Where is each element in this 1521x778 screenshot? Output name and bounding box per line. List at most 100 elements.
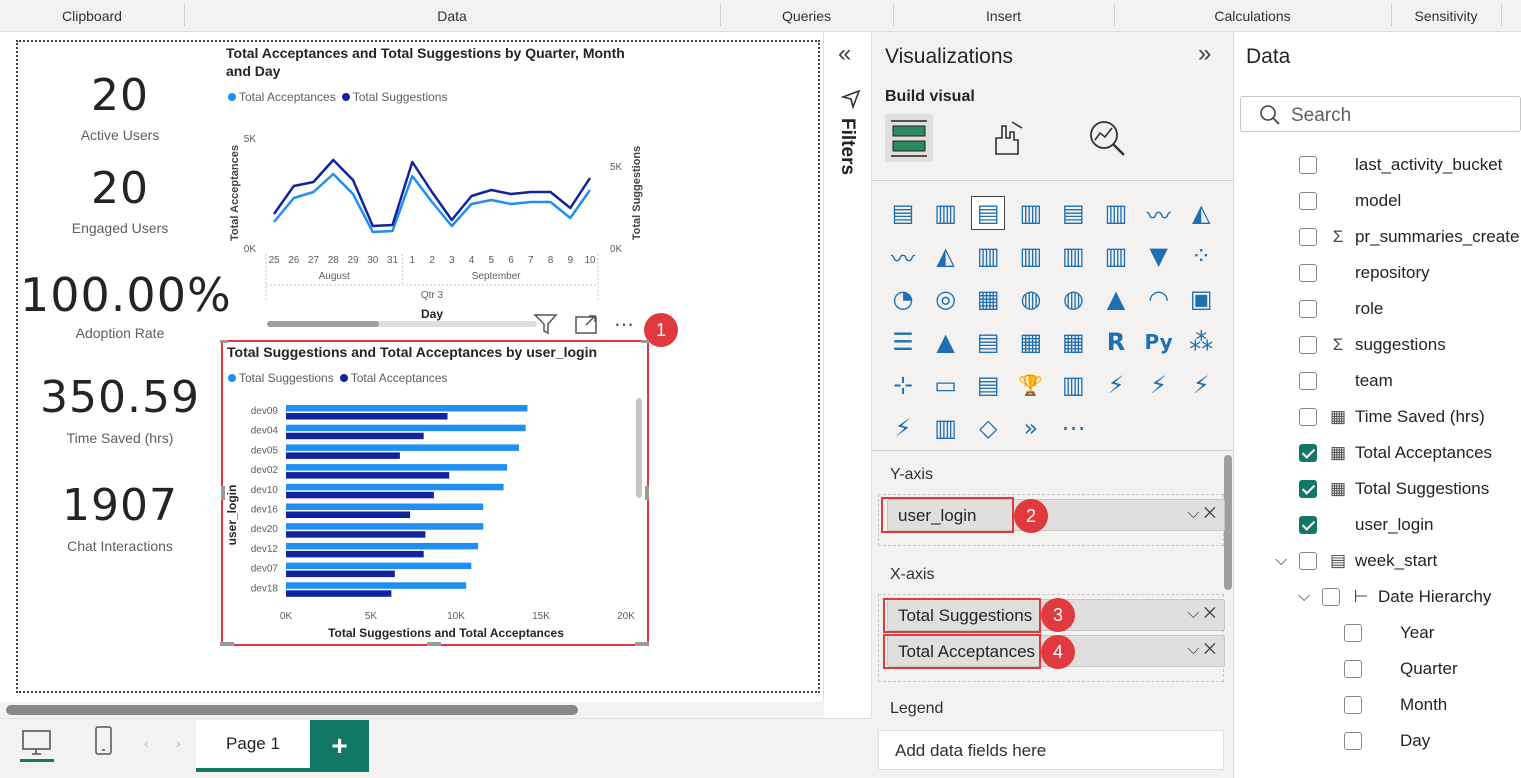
field-row-last-activity-bucket[interactable]: last_activity_bucket <box>1299 150 1502 180</box>
viz-type-key-influencers-icon[interactable]: ⁂ <box>1189 328 1214 356</box>
resize-handle[interactable] <box>641 340 649 343</box>
viz-type-area-icon[interactable]: ◭ <box>1191 199 1211 227</box>
viz-type-line-clustered-icon[interactable]: ▥ <box>1019 242 1043 270</box>
viz-type-narrative-icon[interactable]: ▤ <box>976 371 1000 399</box>
kpi-active-users-value[interactable]: 20 <box>91 70 149 121</box>
viz-type-ribbon-icon[interactable]: ▥ <box>1062 242 1085 270</box>
viz-type-apps2-icon[interactable]: ⚡ <box>894 414 912 442</box>
viz-type-funnel-icon[interactable]: ▼ <box>1149 242 1168 270</box>
line-chart[interactable]: Total Acceptances Total Suggestions 5K 0K 5K… <box>220 110 660 325</box>
viz-type-azure-map-icon[interactable]: ▲ <box>1106 285 1126 313</box>
viz-type-stacked-bar-icon[interactable]: ▤ <box>891 199 915 227</box>
canvas-scroll-thumb[interactable] <box>6 705 578 715</box>
field-controls[interactable]: ⌵ ✕ <box>1187 605 1216 622</box>
viz-type-goals-icon[interactable]: 🏆 <box>1018 373 1044 397</box>
field-row-role[interactable]: role <box>1299 294 1383 324</box>
field-row-repository[interactable]: repository <box>1299 258 1430 288</box>
field-checkbox[interactable] <box>1299 372 1317 390</box>
viz-type-donut-icon[interactable]: ◎ <box>935 285 957 313</box>
mobile-view-icon[interactable] <box>94 726 114 756</box>
legend-well[interactable]: Add data fields here <box>878 730 1224 770</box>
filter-icon[interactable] <box>533 312 559 336</box>
expand-chevron-icon[interactable]: ⌵ <box>1275 552 1288 569</box>
field-checkbox[interactable] <box>1299 444 1317 462</box>
prev-page-icon[interactable]: ‹ <box>144 735 149 751</box>
field-checkbox[interactable] <box>1299 516 1317 534</box>
viz-type-100-area-icon[interactable]: ◭ <box>936 242 955 270</box>
field-controls[interactable]: ⌵ ✕ <box>1187 505 1216 522</box>
expand-chevron-icon[interactable]: ⌵ <box>1298 588 1311 605</box>
field-checkbox[interactable] <box>1344 696 1362 714</box>
viz-type-r-visual-icon[interactable]: R <box>1106 328 1126 356</box>
field-checkbox[interactable] <box>1344 732 1362 750</box>
viz-type-power-apps-icon[interactable]: ⚡ <box>1107 371 1125 399</box>
field-row-month[interactable]: Month <box>1344 690 1447 720</box>
viz-type-powerapps2-icon[interactable]: ◇ <box>978 414 998 442</box>
more-options-icon[interactable]: ⋯ <box>614 314 635 336</box>
field-row-model[interactable]: model <box>1299 186 1401 216</box>
viz-type-line-column-icon[interactable]: ▥ <box>976 242 1000 270</box>
field-row-total-acceptances[interactable]: ▦ Total Acceptances <box>1299 438 1492 468</box>
yaxis-well[interactable]: user_login ⌵ ✕ <box>878 494 1225 546</box>
filters-pane-collapsed[interactable] <box>824 32 872 718</box>
viz-type-pie-icon[interactable]: ◔ <box>892 285 914 313</box>
field-checkbox[interactable] <box>1299 228 1317 246</box>
field-checkbox[interactable] <box>1299 300 1317 318</box>
add-page-button[interactable]: + <box>310 720 369 772</box>
resize-handle[interactable] <box>220 340 228 343</box>
field-checkbox[interactable] <box>1322 588 1340 606</box>
focus-mode-icon[interactable] <box>574 313 600 335</box>
viz-type-map-icon[interactable]: ◍ <box>1020 285 1042 313</box>
field-controls[interactable]: ⌵ ✕ <box>1187 641 1216 658</box>
field-checkbox[interactable] <box>1299 192 1317 210</box>
build-visual-tab[interactable] <box>885 114 933 162</box>
bar-chart[interactable]: user_login dev09 dev04 dev05 dev02 dev10 dev16… <box>224 395 644 645</box>
line-chart-scroll-thumb[interactable] <box>267 321 379 327</box>
kpi-adoption-rate-value[interactable]: 100.00% <box>20 268 232 322</box>
field-row-day[interactable]: Day <box>1344 726 1430 756</box>
viz-type-clustered-column-icon[interactable]: ▥ <box>1019 199 1043 227</box>
search-box[interactable]: Search <box>1240 96 1521 132</box>
tab-page-1[interactable]: Page 1 <box>196 720 310 772</box>
viz-type-kpi-icon[interactable]: ▲ <box>936 328 955 356</box>
field-checkbox[interactable] <box>1299 480 1317 498</box>
field-row-week-start[interactable]: ⌵ ▤ week_start <box>1275 546 1437 576</box>
desktop-view-icon[interactable] <box>20 727 54 763</box>
viz-type-filled-map-icon[interactable]: ◍ <box>1062 285 1084 313</box>
collapse-visualizations-icon[interactable]: » <box>1198 40 1211 67</box>
field-row-user-login[interactable]: user_login <box>1299 510 1433 540</box>
resize-handle[interactable] <box>221 486 225 500</box>
search-input[interactable]: Search <box>1291 105 1352 126</box>
viz-type-multirow-card-icon[interactable]: ☰ <box>892 328 914 356</box>
viz-type-more-icon[interactable]: ⋯ <box>1061 414 1086 442</box>
expand-filters-icon[interactable]: « <box>838 40 851 67</box>
viz-type-python-visual-icon[interactable]: Py <box>1144 330 1173 354</box>
line-chart-scrollbar[interactable] <box>267 321 537 327</box>
analytics-icon[interactable] <box>1087 118 1127 158</box>
viz-type-power-automate2-icon[interactable]: » <box>1023 414 1039 442</box>
field-row-time-saved-hrs-[interactable]: ▦ Time Saved (hrs) <box>1299 402 1485 432</box>
viz-type-slicer-icon[interactable]: ▤ <box>976 328 1000 356</box>
resize-handle[interactable] <box>427 642 441 646</box>
field-checkbox[interactable] <box>1344 660 1362 678</box>
field-checkbox[interactable] <box>1299 156 1317 174</box>
report-canvas[interactable] <box>0 32 824 718</box>
viz-type-qa-icon[interactable]: ▭ <box>934 371 957 399</box>
viz-type-matrix-icon[interactable]: ▦ <box>1062 328 1085 356</box>
viz-type-clustered-bar-icon[interactable]: ▤ <box>971 196 1006 230</box>
viz-type-line-icon[interactable]: 〰 <box>1146 201 1171 230</box>
kpi-time-saved-value[interactable]: 350.59 <box>40 372 200 423</box>
field-row-quarter[interactable]: Quarter <box>1344 654 1458 684</box>
viz-type-card-icon[interactable]: ▣ <box>1189 285 1213 313</box>
field-checkbox[interactable] <box>1299 336 1317 354</box>
viz-type-paginated-icon[interactable]: ▥ <box>1062 371 1085 399</box>
format-visual-icon[interactable] <box>988 118 1026 158</box>
kpi-engaged-users-value[interactable]: 20 <box>91 163 149 214</box>
viz-type-100-bar-icon[interactable]: ▤ <box>1062 199 1085 227</box>
field-checkbox[interactable] <box>1299 552 1317 570</box>
bar-chart-scrollbar[interactable] <box>636 398 642 498</box>
field-row-year[interactable]: Year <box>1344 618 1434 648</box>
kpi-chat-interactions-value[interactable]: 1907 <box>62 480 178 531</box>
